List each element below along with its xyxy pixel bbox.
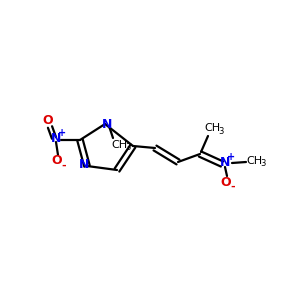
Text: 3: 3 — [125, 143, 131, 152]
Text: 3: 3 — [260, 160, 266, 169]
Text: N: N — [102, 118, 112, 130]
Text: O: O — [43, 113, 53, 127]
Text: -: - — [231, 182, 235, 192]
Text: CH: CH — [111, 140, 127, 150]
Text: 3: 3 — [218, 127, 224, 136]
Text: N: N — [220, 157, 230, 169]
Text: O: O — [221, 176, 231, 188]
Text: N: N — [51, 133, 61, 146]
Text: N: N — [79, 158, 89, 172]
Text: +: + — [58, 128, 66, 138]
Text: CH: CH — [204, 123, 220, 133]
Text: O: O — [52, 154, 62, 167]
Text: CH: CH — [246, 156, 262, 166]
Text: +: + — [227, 152, 235, 162]
Text: -: - — [62, 161, 66, 171]
